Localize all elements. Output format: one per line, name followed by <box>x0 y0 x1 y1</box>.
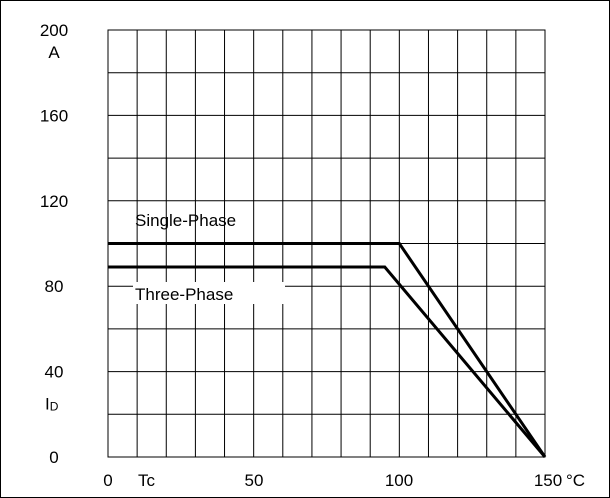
y-tick-label-1: 40 <box>45 363 64 382</box>
y-symbol-label: ID <box>45 395 59 414</box>
y-tick-label-2: 80 <box>45 277 64 296</box>
x-tick-label-1: 50 <box>245 471 264 490</box>
y-tick-label-5: 200 <box>40 21 68 40</box>
x-unit-label: °C <box>566 471 585 490</box>
x-axis-symbol-label: Tc <box>138 471 156 490</box>
labels: 0 40 80 120 160 200 A ID 0 50 100 150 °C Tc Single-Pha… <box>40 21 585 490</box>
y-tick-label-0: 0 <box>49 448 58 467</box>
series-label-three-phase: Three-Phase <box>135 285 233 304</box>
x-tick-label-3: 150 <box>534 471 562 490</box>
series-lines <box>108 244 545 458</box>
series-line-0 <box>108 244 545 458</box>
x-tick-label-2: 100 <box>385 471 413 490</box>
y-tick-label-3: 120 <box>40 192 68 211</box>
series-label-single-phase: Single-Phase <box>135 211 236 230</box>
y-unit-label: A <box>48 43 60 62</box>
y-tick-label-4: 160 <box>40 106 68 125</box>
x-tick-label-0: 0 <box>103 471 112 490</box>
